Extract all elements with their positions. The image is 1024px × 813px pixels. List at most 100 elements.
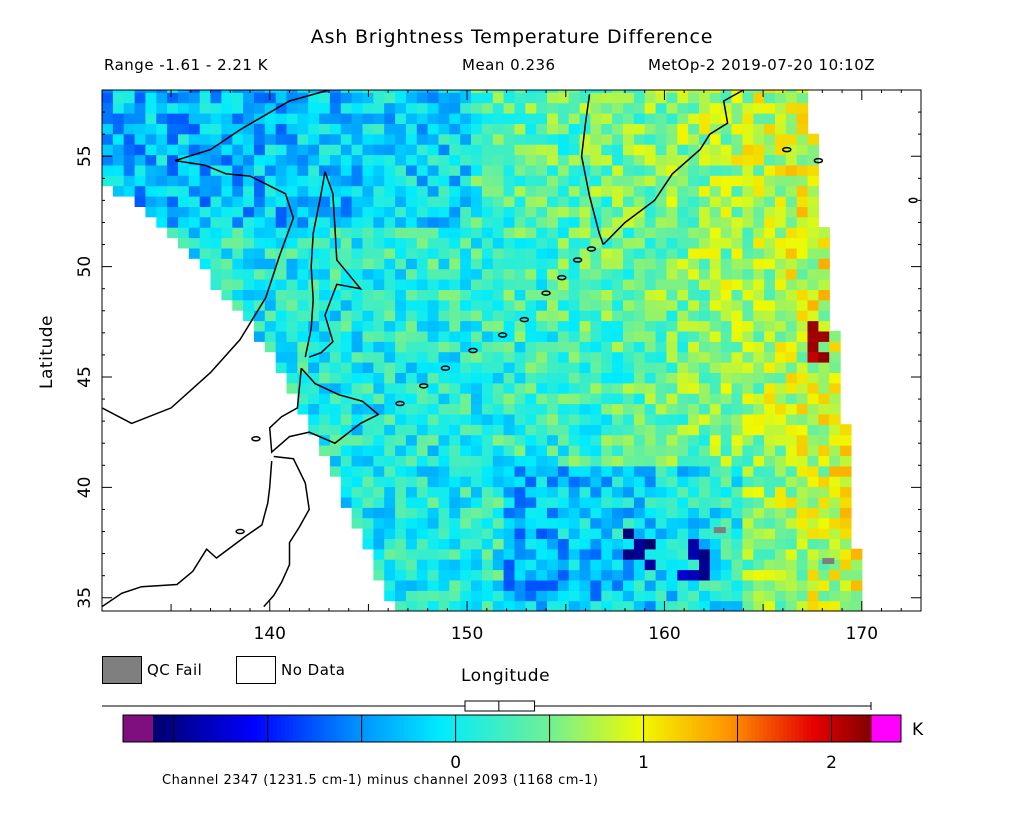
heatmap-cell [623,517,635,529]
heatmap-cell [384,289,396,301]
heatmap-cell [720,455,733,467]
heatmap-cell [644,196,657,207]
colorbar-segment [160,715,166,742]
heatmap-cell [547,455,559,467]
heatmap-cell [405,579,418,591]
heatmap-cell [807,393,819,405]
heatmap-cell [807,528,819,539]
heatmap-cell [134,196,147,207]
heatmap-cell [351,247,364,259]
heatmap-cell [753,424,765,436]
heatmap-cell [427,548,440,560]
heatmap-cell [102,113,114,124]
heatmap-cell [688,528,700,539]
heatmap-cell [775,455,787,467]
heatmap-cell [547,289,559,301]
heatmap-cell [503,247,516,259]
heatmap-cell [449,113,461,124]
heatmap-cell [590,102,602,114]
heatmap-cell [579,133,592,145]
heatmap-cell [340,476,353,488]
heatmap-cell [709,569,722,581]
heatmap-cell [601,299,613,311]
heatmap-cell [633,569,646,581]
heatmap-cell [156,113,168,124]
heatmap-cell [547,465,559,477]
heatmap-cell [590,175,602,187]
heatmap-cell [677,496,689,508]
heatmap-cell [623,413,635,425]
heatmap-cell [123,185,136,197]
heatmap-cell [666,600,678,611]
heatmap-cell [156,123,168,135]
heatmap-cell [688,144,700,156]
heatmap-cell [351,465,364,477]
colorbar-segment [372,715,377,742]
heatmap-cell [623,268,635,280]
heatmap-cell [416,559,429,571]
heatmap-cell [329,465,342,477]
heatmap-cell [384,330,396,342]
heatmap-cell [655,258,668,270]
heatmap-cell [644,90,657,93]
heatmap-cell [199,216,212,228]
heatmap-cell [709,559,722,571]
colorbar-segment [659,715,665,742]
heatmap-cell [644,579,657,591]
heatmap-cell [275,196,288,207]
heatmap-cell [547,569,559,581]
heatmap-cell [373,559,385,571]
heatmap-cell [644,102,657,114]
heatmap-cell [503,92,516,104]
heatmap-cell [525,154,537,166]
heatmap-cell [731,216,743,228]
heatmap-cell [525,455,537,467]
heatmap-cell [188,247,201,259]
heatmap-cell [145,206,157,218]
heatmap-cell [807,133,819,145]
heatmap-cell [297,289,309,301]
heatmap-cell [405,227,418,239]
heatmap-cell [351,372,364,384]
heatmap-cell [384,413,396,425]
heatmap-cell [525,569,537,581]
heatmap-cell [764,144,776,156]
heatmap-cell [655,445,668,456]
heatmap-cell [275,216,288,228]
heatmap-cell [351,123,364,135]
heatmap-cell [416,133,429,145]
heatmap-cell [286,206,298,218]
heatmap-cell [807,310,819,322]
heatmap-cell [720,362,733,373]
heatmap-cell [362,538,374,550]
heatmap-cell [775,445,787,456]
heatmap-cell [503,362,516,373]
heatmap-cell [525,362,537,373]
heatmap-cell [775,279,787,290]
heatmap-cell [362,258,374,270]
heatmap-cell [427,559,440,571]
heatmap-cell [514,600,526,611]
heatmap-cell [688,507,700,519]
heatmap-cell [677,289,689,301]
heatmap-cell [525,496,537,508]
heatmap-cell [460,102,472,114]
colorbar-segment [388,715,393,742]
heatmap-cell [557,538,570,550]
heatmap-cell [373,258,385,270]
heatmap-cell [167,185,179,197]
heatmap-cell [568,362,581,373]
heatmap-cell [547,424,559,436]
heatmap-cell [329,320,342,332]
heatmap-cell [188,113,201,124]
heatmap-cell [557,548,570,560]
heatmap-cell [243,299,255,311]
heatmap-cell [329,362,342,373]
colorbar-segment [815,715,820,742]
heatmap-cell [590,133,602,145]
heatmap-cell [405,133,418,145]
heatmap-cell [807,372,819,384]
heatmap-cell [807,496,819,508]
heatmap-cell [373,445,385,456]
heatmap-cell [199,102,212,114]
